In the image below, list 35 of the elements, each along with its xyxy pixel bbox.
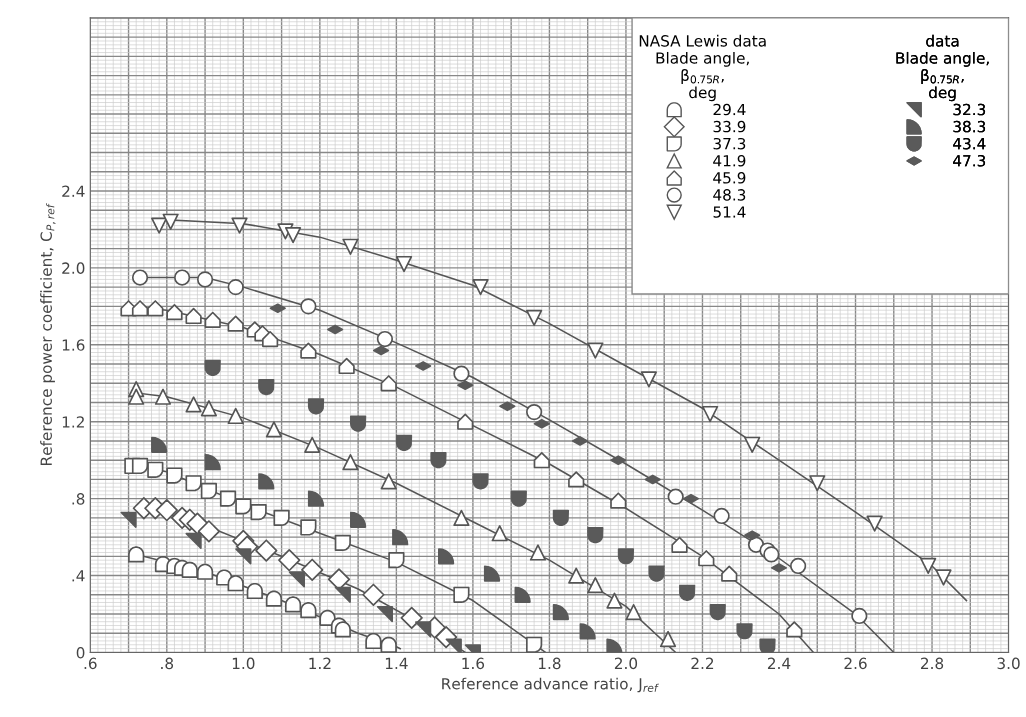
- text: NASA Lewis data Blade angle, β$_{0.75R}$, deg: [639, 34, 766, 102]
- y-tick-label: 1.6: [62, 339, 85, 351]
- legend-label: 48.3: [713, 189, 746, 201]
- legend-label: 29.4: [713, 103, 746, 116]
- x-tick-label: 1.2: [309, 657, 331, 669]
- x-tick-label: 2.0: [614, 657, 638, 670]
- x-tick-label: 1.4: [385, 657, 408, 669]
- legend-label: 33.9: [713, 120, 746, 133]
- y-tick-label: 0: [76, 646, 85, 659]
- legend-label: 47.3: [953, 154, 986, 167]
- legend-label: 32.3: [953, 103, 986, 116]
- legend-label: 41.9: [713, 154, 746, 167]
- x-axis-title: Reference advance ratio, J$_{ref}$: [442, 677, 660, 693]
- text: data Blade angle, β$_{0.75R}$, deg: [896, 34, 989, 102]
- y-tick-label: 1.2: [62, 416, 84, 428]
- y-tick-label: .4: [72, 570, 85, 582]
- y-tick-label: 2.0: [62, 262, 85, 274]
- x-tick-label: 2.2: [691, 657, 714, 669]
- legend-label: 45.9: [713, 172, 746, 184]
- y-axis-title: Reference power coefficient, C$_{P,ref}$: [40, 203, 56, 465]
- legend-label: 38.3: [953, 120, 986, 133]
- x-tick-label: 2.4: [767, 657, 791, 669]
- x-tick-label: .8: [161, 657, 174, 670]
- x-tick-label: 2.6: [844, 657, 867, 670]
- y-tick-label: 2.4: [62, 185, 85, 197]
- legend-label: 43.4: [953, 137, 986, 150]
- legend-label: 51.4: [713, 206, 746, 218]
- legend-label: 37.3: [713, 137, 746, 150]
- x-tick-label: .6: [84, 657, 97, 670]
- y-tick-label: .8: [72, 493, 85, 505]
- x-tick-label: 2.8: [921, 657, 944, 670]
- x-tick-label: 3.0: [997, 657, 1020, 670]
- x-tick-label: 1.6: [462, 657, 485, 670]
- x-tick-label: 1.8: [538, 657, 561, 670]
- x-tick-label: 1.0: [232, 657, 255, 670]
